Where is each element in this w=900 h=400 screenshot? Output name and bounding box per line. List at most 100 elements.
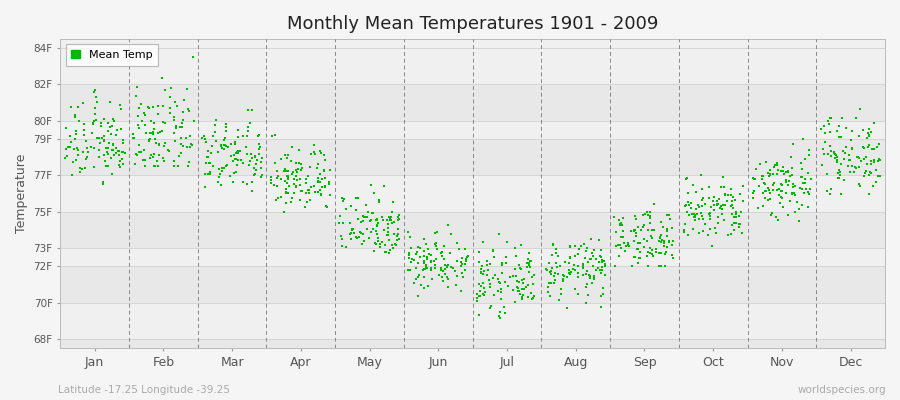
- Point: [692, 216, 706, 222]
- Point: [712, 196, 726, 202]
- Point: [99, 145, 113, 151]
- Point: [821, 118, 835, 124]
- Point: [224, 152, 238, 159]
- Bar: [60, 303, 885, 339]
- Point: [77, 165, 92, 171]
- Point: [319, 184, 333, 190]
- Point: [665, 252, 680, 258]
- Point: [652, 234, 667, 241]
- Point: [78, 156, 93, 162]
- Point: [234, 157, 248, 163]
- Point: [864, 128, 878, 135]
- Point: [164, 84, 178, 91]
- Point: [779, 177, 794, 184]
- Point: [560, 305, 574, 312]
- Point: [714, 184, 728, 190]
- Point: [688, 213, 702, 220]
- Point: [299, 180, 313, 186]
- Point: [407, 280, 421, 286]
- Point: [450, 240, 464, 246]
- Point: [871, 173, 886, 179]
- Point: [850, 154, 865, 160]
- Point: [793, 184, 807, 191]
- Point: [494, 296, 508, 302]
- Point: [176, 116, 190, 123]
- Point: [92, 135, 106, 141]
- Point: [343, 236, 357, 242]
- Point: [246, 179, 260, 185]
- Point: [149, 140, 164, 146]
- Point: [568, 267, 582, 274]
- Point: [313, 148, 328, 154]
- Point: [774, 188, 788, 194]
- Point: [212, 171, 227, 178]
- Point: [130, 84, 145, 90]
- Point: [321, 181, 336, 187]
- Point: [714, 203, 728, 210]
- Point: [661, 244, 675, 250]
- Point: [104, 130, 118, 137]
- Point: [76, 100, 90, 106]
- Point: [643, 214, 657, 221]
- Point: [365, 210, 380, 216]
- Point: [231, 127, 246, 133]
- Point: [549, 260, 563, 266]
- Point: [220, 121, 234, 127]
- Point: [751, 205, 765, 211]
- Point: [725, 193, 740, 200]
- Point: [644, 226, 659, 233]
- Point: [332, 213, 347, 220]
- Point: [158, 140, 172, 146]
- Point: [147, 151, 161, 158]
- Point: [112, 162, 126, 168]
- Point: [867, 145, 881, 152]
- Point: [576, 272, 590, 279]
- Point: [562, 244, 577, 250]
- Point: [801, 204, 815, 210]
- Point: [482, 283, 497, 290]
- Point: [640, 238, 654, 245]
- Point: [780, 182, 795, 188]
- Point: [409, 250, 423, 257]
- Point: [293, 182, 308, 188]
- Point: [66, 158, 80, 165]
- Point: [434, 267, 448, 273]
- Point: [694, 172, 708, 178]
- Point: [486, 248, 500, 254]
- Point: [350, 235, 365, 242]
- Point: [494, 288, 508, 295]
- Point: [115, 140, 130, 146]
- Point: [454, 270, 469, 276]
- Bar: [60, 175, 885, 212]
- Point: [441, 262, 455, 268]
- Point: [168, 99, 183, 106]
- Point: [456, 274, 471, 280]
- Point: [703, 216, 717, 222]
- Point: [596, 285, 610, 291]
- Point: [438, 262, 453, 268]
- Point: [401, 255, 416, 261]
- Point: [788, 183, 803, 190]
- Point: [727, 214, 742, 220]
- Point: [628, 254, 643, 260]
- Point: [720, 198, 734, 204]
- Point: [213, 142, 228, 148]
- Point: [770, 170, 784, 177]
- Point: [214, 144, 229, 151]
- Point: [640, 209, 654, 215]
- Point: [684, 200, 698, 206]
- Point: [581, 258, 596, 265]
- Point: [459, 257, 473, 264]
- Point: [180, 144, 194, 150]
- Point: [98, 157, 112, 164]
- Point: [332, 219, 347, 226]
- Point: [310, 175, 325, 181]
- Point: [144, 118, 158, 124]
- Point: [729, 213, 743, 220]
- Point: [294, 161, 309, 167]
- Point: [105, 171, 120, 178]
- Point: [355, 241, 369, 247]
- Point: [184, 144, 198, 150]
- Point: [594, 246, 608, 253]
- Point: [435, 253, 449, 260]
